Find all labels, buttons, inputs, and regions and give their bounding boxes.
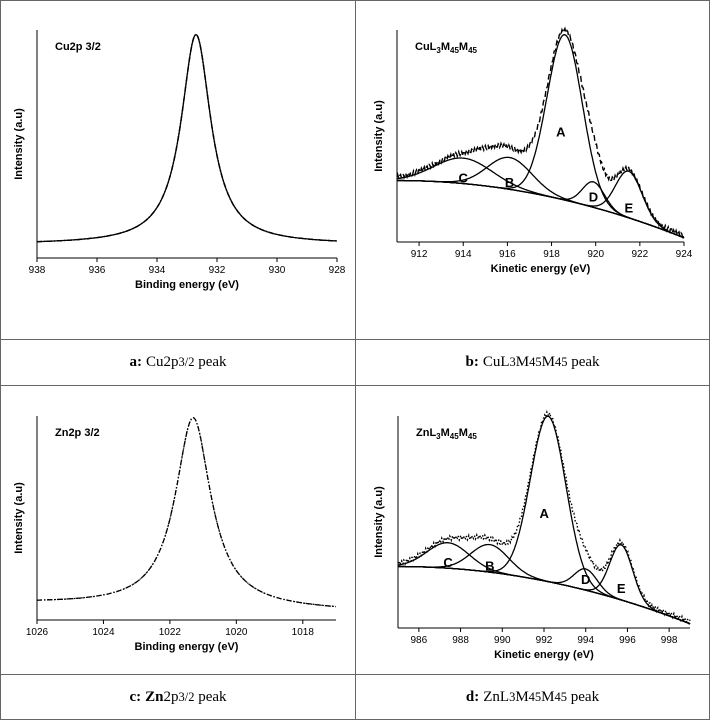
caption-a-suffix: peak <box>194 354 227 370</box>
caption-b-sub2: 45 <box>529 355 542 369</box>
caption-c-main: Zn <box>145 688 164 705</box>
caption-c-prefix: c: <box>129 688 142 705</box>
chart-d-component-D <box>398 565 691 625</box>
chart-b-ylabel: Intensity (a.u) <box>373 100 385 172</box>
chart-a-xtick-label: 934 <box>149 265 166 276</box>
caption-b-prefix: b: <box>465 354 479 370</box>
chart-c-xtick-label: 1018 <box>292 627 315 638</box>
chart-b-xtick-label: 922 <box>632 249 649 260</box>
caption-b-main: CuL <box>482 354 510 370</box>
chart-a-series-fit <box>36 33 338 243</box>
chart-c-xtick-label: 1024 <box>92 627 115 638</box>
caption-d-sub3: 45 <box>554 689 568 704</box>
chart-d-xtick-label: 986 <box>411 635 428 646</box>
chart-d-background <box>398 565 691 625</box>
caption-b-main3: M <box>541 354 555 370</box>
chart-a: 938 936 934 932 930 928 Binding energy (eV) Int… <box>13 30 346 291</box>
chart-d-component-C <box>397 542 691 625</box>
chart-c-xlabel: Binding energy (eV) <box>135 641 239 653</box>
caption-d-prefix: d: <box>465 688 480 705</box>
chart-b-component-A <box>397 34 685 239</box>
chart-b-title: CuL3M45M45 <box>415 41 478 55</box>
chart-d-component-B <box>398 543 691 625</box>
caption-b-sub3: 45 <box>554 355 568 369</box>
chart-d-label-B: B <box>485 559 494 574</box>
chart-a-xtick-label: 928 <box>329 265 346 276</box>
chart-b-component-D <box>397 179 685 239</box>
chart-b-xtick-label: 918 <box>543 249 560 260</box>
caption-b-sub: 3 <box>509 355 516 369</box>
chart-c-xtick-label: 1026 <box>26 627 49 638</box>
chart-d-xtick-label: 996 <box>619 635 636 646</box>
chart-b-label-D: D <box>589 189 598 204</box>
chart-d-xlabel: Kinetic energy (eV) <box>494 649 594 661</box>
chart-d-component-E <box>398 544 691 625</box>
caption-a-sub: 3/2 <box>178 355 195 369</box>
chart-b-xtick-label: 914 <box>455 249 472 260</box>
chart-a-xtick-label: 932 <box>209 265 226 276</box>
chart-d-label-A: A <box>539 506 549 521</box>
chart-b-xtick-label: 912 <box>411 249 428 260</box>
chart-b-component-E <box>397 170 685 239</box>
chart-c-xtick-label: 1020 <box>225 627 248 638</box>
caption-d-suffix: peak <box>567 688 600 705</box>
chart-c-series-fit <box>37 417 337 608</box>
chart-d-xtick-label: 990 <box>494 635 511 646</box>
caption-c-rest: 2p <box>163 688 179 705</box>
chart-b-background <box>397 179 685 239</box>
chart-d-ylabel: Intensity (a.u) <box>373 486 385 558</box>
chart-d-label-E: E <box>617 581 626 596</box>
chart-d-label-C: C <box>443 555 453 570</box>
caption-a-main: Cu2p <box>145 354 179 370</box>
chart-a-xtick-label: 938 <box>29 265 46 276</box>
chart-b-component-C <box>396 157 685 239</box>
chart-b-label-E: E <box>624 201 633 216</box>
chart-a-xtick-label: 930 <box>269 265 286 276</box>
chart-d-xtick-label: 994 <box>577 635 594 646</box>
chart-d-xtick-label: 988 <box>452 635 469 646</box>
chart-b-envelope <box>396 26 685 239</box>
chart-b-component-B <box>397 156 685 239</box>
caption-d-sub2: 45 <box>528 689 542 704</box>
chart-b-xtick-label: 916 <box>499 249 516 260</box>
caption-d-sub: 3 <box>509 689 516 704</box>
chart-c: 1026 1024 1022 1020 1018 Binding energy (eV) I… <box>13 416 337 653</box>
chart-b: 912 914 916 918 920 922 924 Kinetic energy (eV)… <box>373 26 693 275</box>
chart-b-label-C: C <box>459 170 469 185</box>
caption-d-main: ZnL <box>483 688 510 705</box>
chart-b-xtick-label: 924 <box>676 249 693 260</box>
chart-d-title: ZnL3M45M45 <box>416 427 477 441</box>
caption-d-main2: M <box>515 688 529 705</box>
chart-c-title: Zn2p 3/2 <box>55 427 100 439</box>
caption-c-suffix: peak <box>194 688 227 705</box>
caption-b-main2: M <box>515 354 530 370</box>
caption-b-suffix: peak <box>567 354 600 370</box>
chart-a-title: Cu2p 3/2 <box>55 41 101 53</box>
chart-b-xtick-label: 920 <box>587 249 604 260</box>
caption-a-prefix: a: <box>129 354 142 370</box>
chart-a-xlabel: Binding energy (eV) <box>135 279 239 291</box>
chart-d-label-D: D <box>581 572 590 587</box>
chart-c-xtick-label: 1022 <box>159 627 182 638</box>
chart-a-ylabel: Intensity (a.u) <box>13 108 25 180</box>
caption-c-sub: 3/2 <box>178 689 195 704</box>
chart-b-xlabel: Kinetic energy (eV) <box>491 263 591 275</box>
chart-b-label-A: A <box>556 124 566 139</box>
chart-c-ylabel: Intensity (a.u) <box>13 482 25 554</box>
chart-d-xtick-label: 998 <box>661 635 678 646</box>
chart-d: 986 988 990 992 994 996 998 Kinetic energy (eV)… <box>373 409 691 661</box>
chart-a-xtick-label: 936 <box>89 265 106 276</box>
caption-d-main3: M <box>541 688 555 705</box>
chart-c-series-measured <box>37 417 337 608</box>
chart-a-series-measured <box>36 33 338 243</box>
chart-d-xtick-label: 992 <box>536 635 553 646</box>
